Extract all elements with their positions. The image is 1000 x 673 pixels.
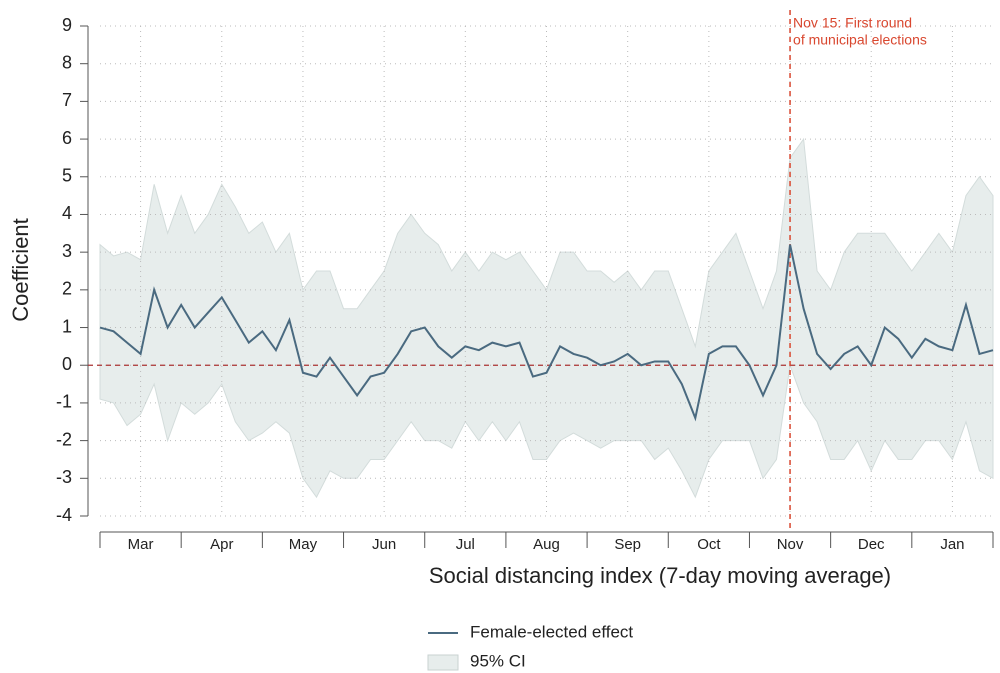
annotation: Nov 15: First round xyxy=(793,15,912,31)
x-tick-label: Jul xyxy=(456,536,475,553)
x-tick-label: Aug xyxy=(533,536,560,553)
x-tick-label: Apr xyxy=(210,536,233,553)
x-tick-label: Jun xyxy=(372,536,396,553)
y-tick-label: -1 xyxy=(56,392,72,412)
plot: -4 -3 -2 -1 0 1 2 3 4 5 6 7 8 9 Mar Apr May Jun Jul Aug Sep O… xyxy=(56,10,994,553)
x-tick-label: Sep xyxy=(614,536,641,553)
line-series xyxy=(99,244,994,422)
x-tick-label: Jan xyxy=(940,536,964,553)
y-tick-label: 1 xyxy=(62,316,72,336)
y-tick-label: 0 xyxy=(62,354,72,374)
y-tick-label: -2 xyxy=(56,429,72,449)
legend-band-swatch xyxy=(427,654,459,671)
y-tick-label: 9 xyxy=(62,15,72,35)
y-tick-label: -4 xyxy=(56,505,72,525)
x-tick-label: May xyxy=(289,536,318,553)
x-axis-label: Social distancing index (7-day moving av… xyxy=(429,563,891,588)
ci-band xyxy=(99,137,994,499)
y-tick-label: 3 xyxy=(62,241,72,261)
y-tick-label: 4 xyxy=(62,203,72,223)
y-tick-label: 5 xyxy=(62,166,72,186)
x-tick-label: Oct xyxy=(697,536,721,553)
y-tick-label: 8 xyxy=(62,52,72,72)
x-tick-label: Nov xyxy=(777,536,804,553)
y-tick-label: -3 xyxy=(56,467,72,487)
y-tick-label: 7 xyxy=(62,90,72,110)
x-tick-label: Dec xyxy=(858,536,885,553)
legend-label: Female-elected effect xyxy=(470,622,633,641)
annotation: of municipal elections xyxy=(793,32,927,48)
y-tick-label: 2 xyxy=(62,279,72,299)
x-tick-label: Mar xyxy=(128,536,154,553)
y-tick-label: 6 xyxy=(62,128,72,148)
y-axis-label: Coefficient xyxy=(8,218,33,322)
legend-label: 95% CI xyxy=(470,651,526,670)
